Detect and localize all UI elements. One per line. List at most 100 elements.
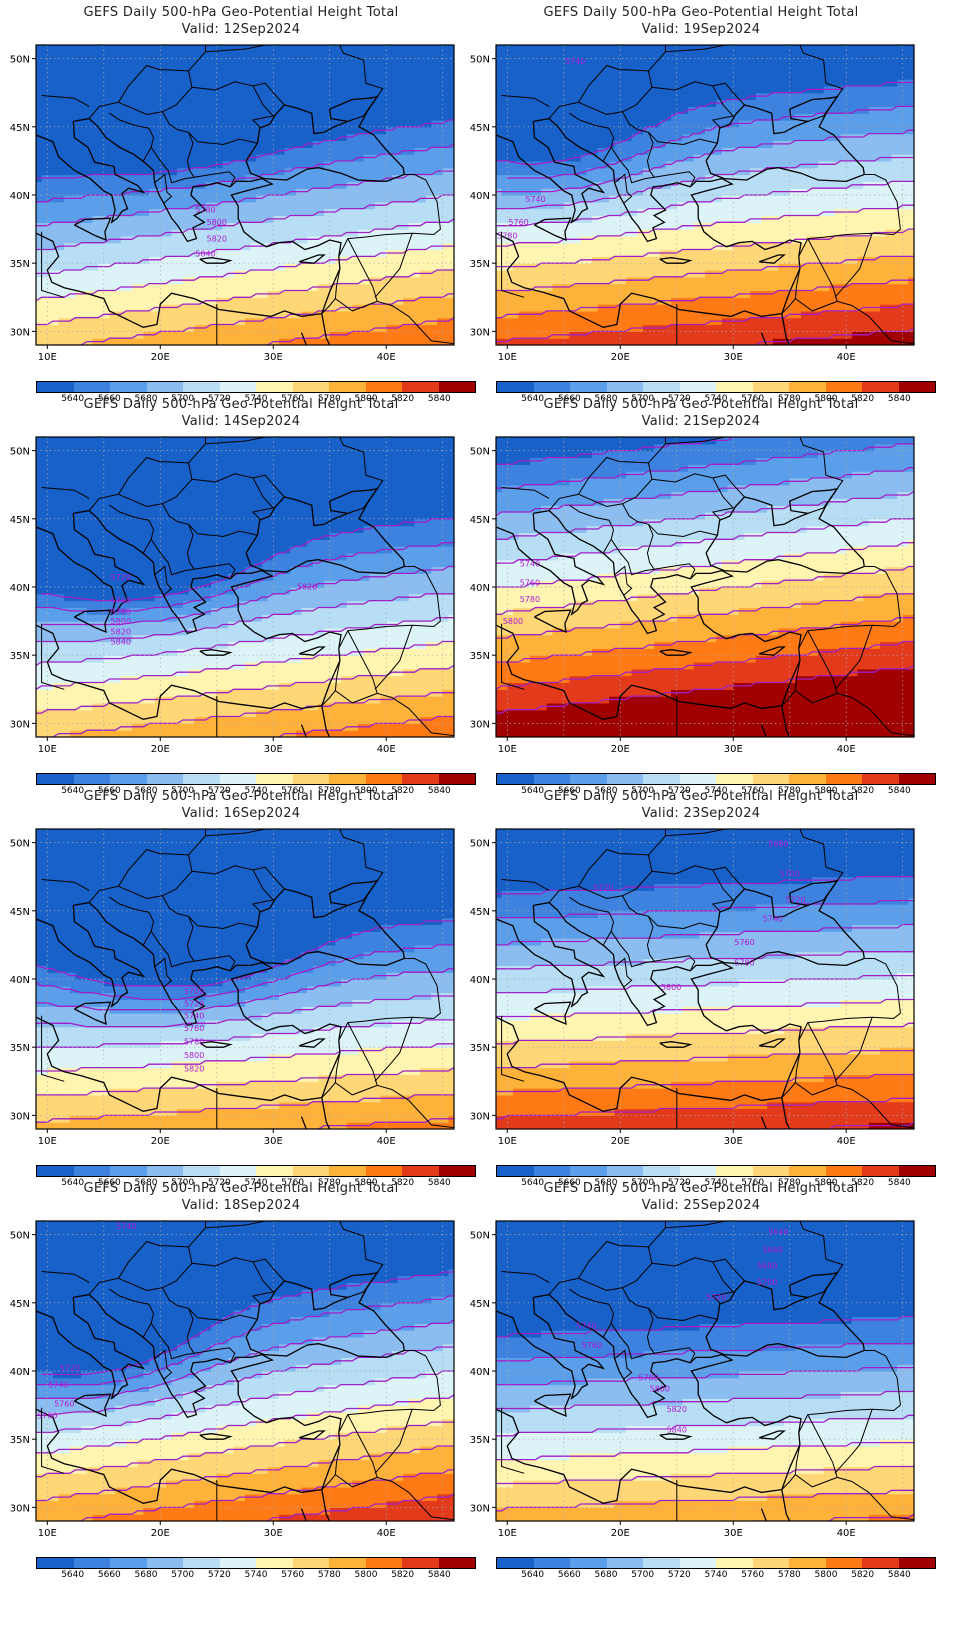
colorbar-label: 5740 — [705, 1570, 728, 1580]
contour-label: 5820 — [297, 583, 317, 592]
border-line — [88, 437, 206, 511]
contour-label: 5680 — [757, 1262, 777, 1271]
border-line — [154, 173, 173, 204]
colorbar-swatch — [789, 774, 826, 784]
colorbar-label: 5840 — [888, 1178, 911, 1188]
map-panel-5: 5700 5720 5740 5760 5780 5800 5820 10E 20E 30E 40E… — [0, 784, 482, 1194]
coastlines — [496, 829, 914, 1129]
colorbar-swatch — [716, 1558, 753, 1568]
contour-line — [496, 467, 914, 516]
coastline — [533, 117, 802, 314]
contour-line — [41, 565, 454, 626]
border-line — [794, 238, 838, 312]
y-tick-label: 40N — [470, 583, 490, 594]
coastline — [298, 254, 326, 264]
border-line — [798, 1350, 901, 1433]
coastline — [36, 121, 146, 224]
coastline — [245, 879, 406, 967]
border-line — [781, 1474, 796, 1490]
colorbar — [496, 1557, 936, 1569]
colorbar-swatch — [37, 774, 74, 784]
contour-line — [36, 664, 454, 714]
border-line — [501, 1015, 525, 1082]
contour-label: 5660 — [763, 1245, 783, 1254]
colorbar-swatch — [256, 774, 293, 784]
colorbar-label: 5840 — [888, 394, 911, 404]
contour-line — [36, 143, 454, 203]
contour-line — [36, 245, 454, 302]
y-tick-label: 30N — [470, 1111, 490, 1122]
contour-label: 5780 — [497, 232, 517, 241]
coastline — [74, 217, 112, 242]
y-tick-label: 35N — [470, 259, 490, 270]
panel-valid-date: Valid: 21Sep2024 — [460, 414, 942, 430]
border-line — [654, 955, 696, 972]
contour-line — [496, 1049, 914, 1069]
colorbar — [496, 1165, 936, 1177]
colorbar-label: 5820 — [851, 786, 874, 796]
contour-line — [41, 1271, 454, 1376]
colorbar — [36, 773, 476, 785]
coastline — [758, 646, 786, 656]
colorbar-swatch — [256, 1166, 293, 1176]
border-line — [377, 300, 454, 345]
colorbar-swatch — [533, 1166, 570, 1176]
border-line — [578, 1246, 653, 1292]
colorbar — [36, 381, 476, 393]
contour-line — [496, 1414, 914, 1437]
colorbar-label: 5740 — [705, 1178, 728, 1188]
contour-line — [36, 1421, 454, 1478]
contour-line — [496, 1441, 914, 1461]
coastline — [760, 1116, 767, 1129]
x-tick-label: 10E — [38, 1528, 57, 1539]
colorbar-swatch — [292, 1166, 329, 1176]
contour-line — [36, 218, 454, 275]
y-tick-label: 45N — [10, 907, 30, 918]
border-line — [799, 829, 844, 906]
colorbar-label: 5820 — [391, 1178, 414, 1188]
border-line — [118, 1246, 193, 1292]
colorbar-label: 5800 — [815, 786, 838, 796]
colorbar-swatch — [37, 382, 74, 392]
border-line — [377, 1084, 454, 1129]
coastline — [659, 1041, 693, 1048]
colorbar-swatch — [825, 774, 862, 784]
coastline — [496, 624, 782, 720]
coastline — [245, 95, 406, 183]
coastline — [496, 121, 606, 224]
contour-lines — [496, 437, 914, 714]
coastline — [496, 905, 606, 1008]
contour-line — [36, 692, 454, 737]
contour-line — [496, 998, 914, 1018]
colorbar-swatch — [825, 1166, 862, 1176]
border-line — [614, 173, 633, 204]
coastline — [300, 1116, 307, 1129]
border-line — [665, 437, 728, 445]
border-line — [622, 111, 718, 146]
coastlines — [496, 1221, 914, 1521]
colorbar-label: 5760 — [281, 394, 304, 404]
colorbar-swatch — [570, 382, 607, 392]
coastline — [74, 1001, 112, 1026]
colorbar-swatch — [292, 774, 329, 784]
map-svg: 5680 5700 5720 5720 5740 5760 5780 5800 10E 20E 30… — [470, 828, 915, 1147]
contour-label: 5640 — [768, 1228, 788, 1237]
colorbar-label: 5700 — [631, 394, 654, 404]
colorbar-label: 5640 — [521, 1570, 544, 1580]
colorbar-swatch — [643, 1166, 680, 1176]
colorbar-swatch — [402, 1558, 439, 1568]
contour-lines — [36, 518, 454, 737]
border-line — [41, 879, 90, 891]
colorbar-swatch — [329, 774, 366, 784]
colorbar-label: 5840 — [428, 1178, 451, 1188]
colorbar-label: 5660 — [558, 786, 581, 796]
colorbar-label: 5640 — [61, 1570, 84, 1580]
border-line — [205, 45, 268, 53]
border-line — [614, 957, 633, 988]
contour-label: 5780 — [520, 595, 540, 604]
coastline — [36, 513, 146, 616]
colorbar-swatch — [789, 382, 826, 392]
x-tick-label: 30E — [724, 1528, 743, 1539]
border-line — [339, 1221, 384, 1298]
contour-line — [36, 968, 454, 1011]
